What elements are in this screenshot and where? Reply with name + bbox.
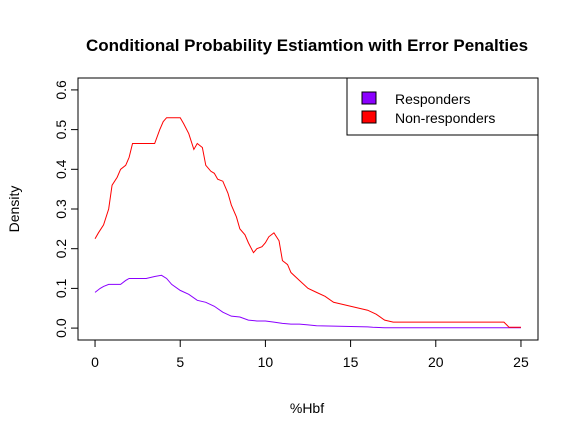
y-axis-label: Density (6, 186, 22, 233)
legend-swatch-non-responders (362, 111, 376, 123)
y-tick-label: 0.5 (53, 120, 69, 140)
x-tick-label: 15 (343, 354, 359, 370)
x-tick-label: 5 (176, 354, 184, 370)
y-tick-label: 0.6 (53, 80, 69, 100)
y-tick-label: 0.0 (53, 318, 69, 338)
legend-swatch-responders (362, 92, 376, 104)
y-tick-label: 0.3 (53, 199, 69, 219)
y-tick-label: 0.2 (53, 239, 69, 259)
x-tick-label: 20 (428, 354, 444, 370)
legend-label-responders: Responders (395, 91, 471, 107)
legend: Responders Non-responders (347, 78, 538, 135)
x-tick-label: 25 (513, 354, 529, 370)
x-axis: 0 5 10 15 20 25 (91, 340, 529, 370)
plot-lines-group (95, 118, 521, 328)
chart-title: Conditional Probability Estiamtion with … (86, 36, 528, 55)
y-axis: 0.0 0.1 0.2 0.3 0.4 0.5 0.6 (53, 80, 78, 338)
legend-label-non-responders: Non-responders (395, 110, 495, 126)
x-axis-label: %Hbf (290, 400, 324, 416)
series-line-responders (95, 275, 521, 327)
y-tick-label: 0.4 (53, 159, 69, 179)
x-tick-label: 0 (91, 354, 99, 370)
x-tick-label: 10 (258, 354, 274, 370)
y-tick-label: 0.1 (53, 278, 69, 298)
series-line-non-responders (95, 118, 521, 328)
